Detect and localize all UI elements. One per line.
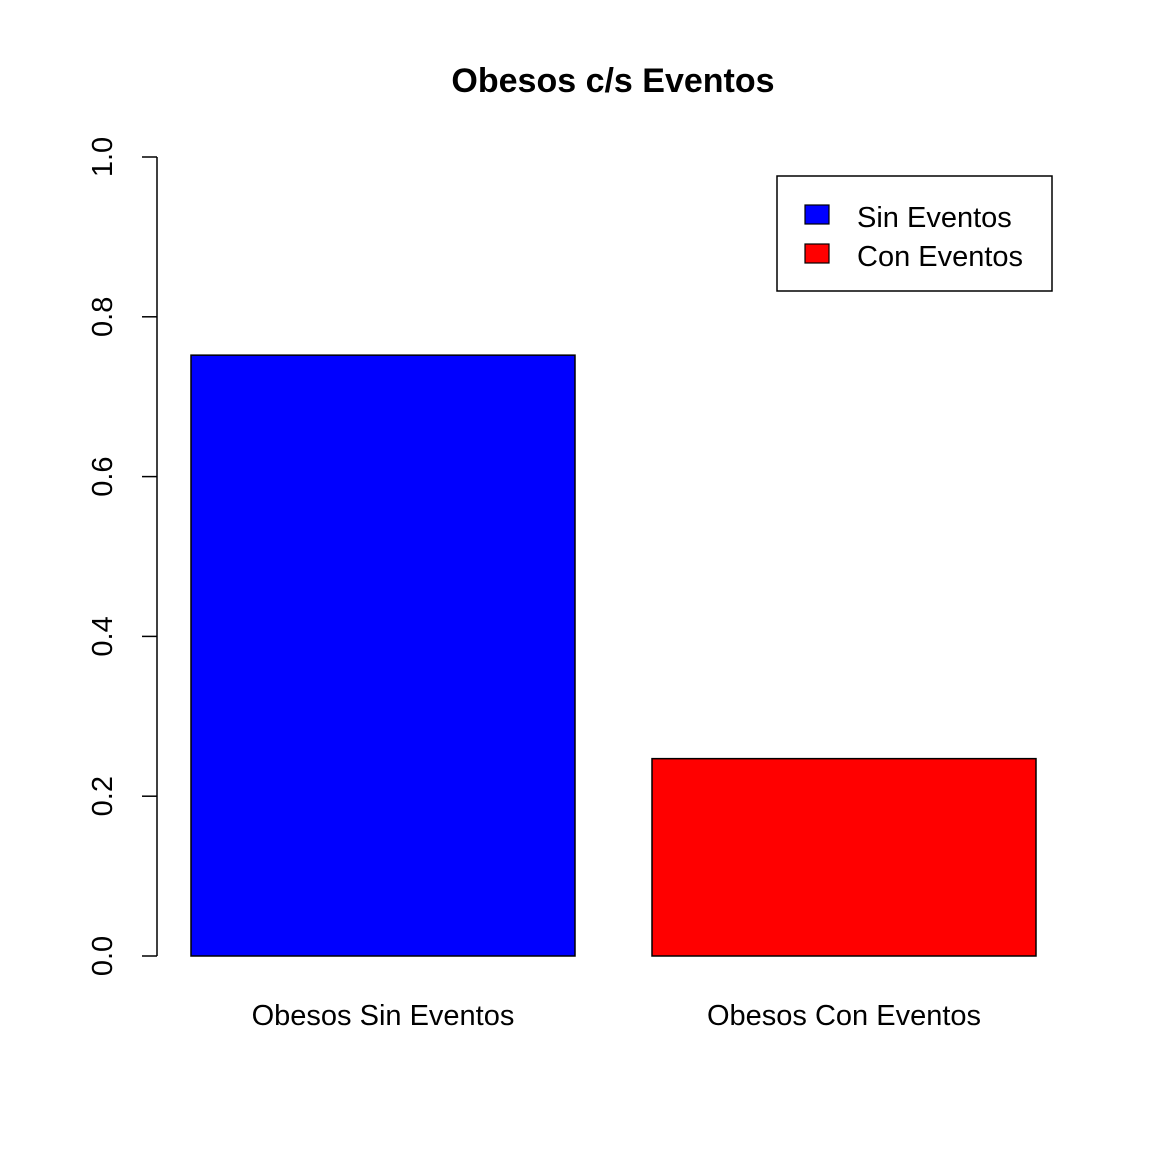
legend-label-sin-eventos: Sin Eventos	[857, 202, 1012, 234]
x-category-label-0: Obesos Sin Eventos	[252, 1000, 515, 1032]
bar-0	[190, 354, 576, 957]
legend-label-con-eventos: Con Eventos	[857, 241, 1023, 273]
bar-1	[651, 757, 1037, 957]
y-tick-label-4: 0.8	[87, 297, 119, 337]
legend-swatch-con-eventos	[804, 243, 830, 264]
bars-group	[190, 354, 1037, 957]
x-category-label-1: Obesos Con Eventos	[707, 1000, 981, 1032]
y-tick-label-0: 0.0	[87, 936, 119, 976]
legend-box	[776, 175, 1053, 292]
x-axis-labels: Obesos Sin Eventos Obesos Con Eventos	[252, 1000, 981, 1032]
y-tick-label-3: 0.6	[87, 456, 119, 496]
legend-swatch-sin-eventos	[804, 204, 830, 225]
chart-title: Obesos c/s Eventos	[451, 62, 774, 100]
y-tick-label-1: 0.2	[87, 776, 119, 816]
legend: Sin Eventos Con Eventos	[776, 175, 1053, 292]
y-tick-label-5: 1.0	[87, 137, 119, 177]
y-axis: 0.0 0.2 0.4 0.6 0.8 1.0	[87, 137, 158, 976]
y-tick-label-2: 0.4	[87, 616, 119, 656]
